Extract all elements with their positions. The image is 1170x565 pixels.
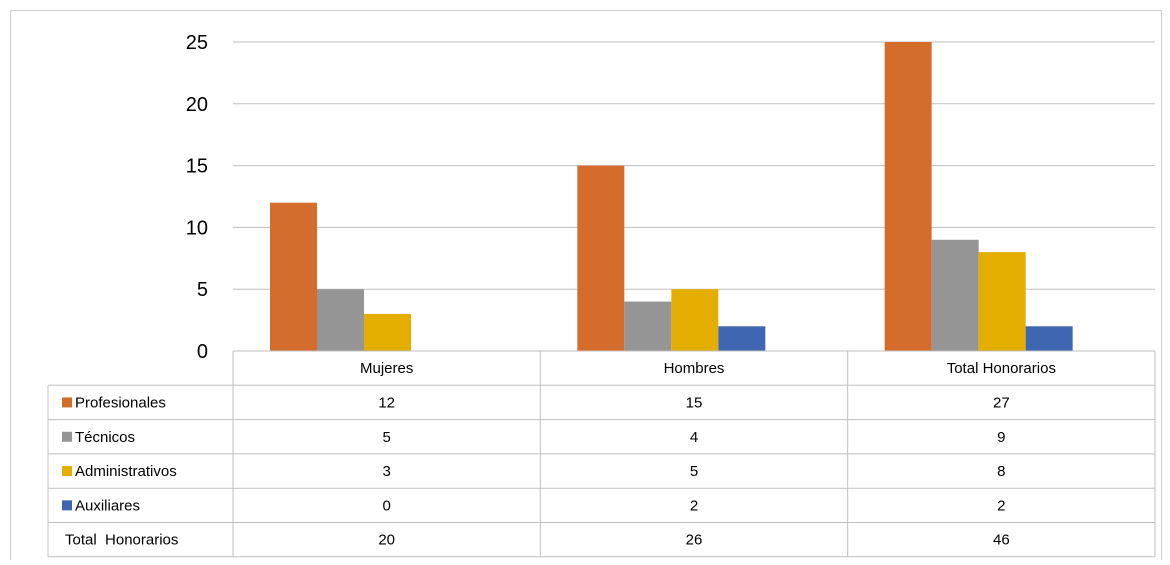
- y-tick-label: 15: [186, 156, 208, 178]
- bar: [931, 239, 979, 351]
- category-label: Total Honorarios: [947, 360, 1056, 377]
- data-value: 27: [993, 394, 1010, 411]
- bar: [364, 313, 411, 351]
- y-tick-label: 5: [197, 279, 208, 301]
- category-label: Hombres: [664, 360, 725, 377]
- bar: [624, 301, 672, 351]
- bar: [978, 252, 1026, 351]
- data-table: Mujeres Hombres Total Honorarios Profesiona…: [47, 350, 1156, 558]
- legend-swatch: [62, 397, 72, 408]
- data-value: 5: [382, 429, 390, 446]
- data-value: 2: [997, 497, 1005, 514]
- data-value: 2: [690, 497, 698, 514]
- data-value: 5: [690, 463, 698, 480]
- chart-frame: [10, 10, 1162, 560]
- data-value: 12: [378, 394, 395, 411]
- legend-label: Profesionales: [75, 394, 166, 411]
- y-tick-label: 10: [186, 217, 208, 239]
- bar: [884, 42, 932, 351]
- y-tick-label: 20: [186, 94, 208, 116]
- bar: [718, 326, 766, 351]
- bar: [1025, 326, 1073, 351]
- data-value: 9: [997, 429, 1005, 446]
- bar: [671, 289, 719, 351]
- y-axis-ticks: 0 5 10 15 20 25: [186, 32, 208, 363]
- bars: [270, 42, 1073, 351]
- legend-label: Administrativos: [75, 463, 177, 480]
- category-label: Mujeres: [360, 360, 413, 377]
- data-value: 15: [686, 394, 703, 411]
- y-tick-label: 25: [186, 32, 208, 54]
- legend-swatch: [62, 466, 72, 477]
- legend-swatch: [62, 431, 72, 442]
- legend-swatch: [62, 500, 72, 511]
- y-tick-label: 0: [197, 341, 208, 363]
- data-value: 46: [993, 532, 1010, 549]
- data-value: 4: [690, 429, 698, 446]
- bar: [577, 165, 625, 351]
- bar: [270, 202, 317, 351]
- data-value: 8: [997, 463, 1005, 480]
- data-value: 26: [686, 532, 703, 549]
- legend-label: Auxiliares: [75, 497, 140, 514]
- data-value: 3: [382, 463, 390, 480]
- data-value: 20: [378, 532, 395, 549]
- data-value: 0: [382, 497, 390, 514]
- total-label: Total Honorarios: [65, 532, 178, 549]
- legend-label: Técnicos: [75, 429, 135, 446]
- bar: [317, 289, 364, 351]
